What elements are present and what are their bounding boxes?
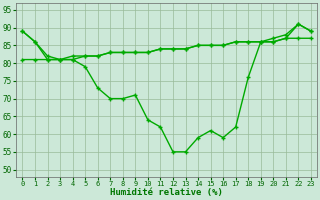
X-axis label: Humidité relative (%): Humidité relative (%) [110, 188, 223, 197]
